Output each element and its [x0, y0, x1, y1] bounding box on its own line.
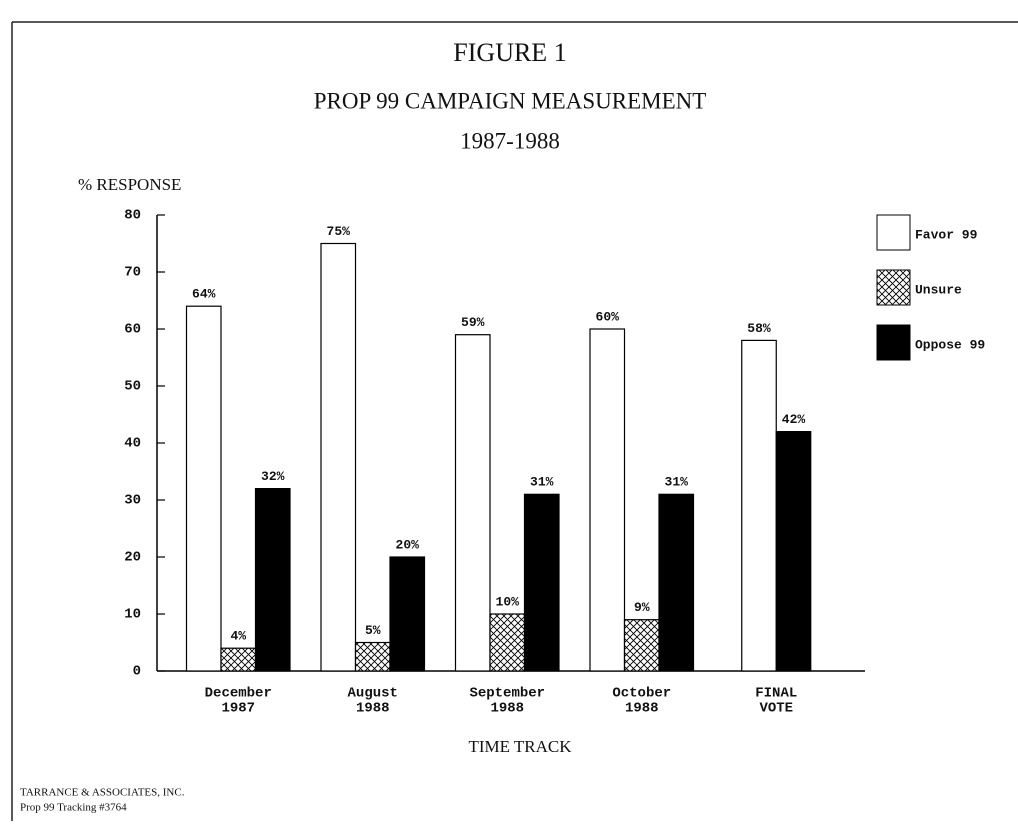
y-tick-label: 70 — [124, 265, 141, 281]
bar — [741, 339, 777, 672]
y-axis-label: % RESPONSE — [78, 175, 181, 194]
x-tick-label: December — [205, 686, 272, 702]
bar — [320, 242, 357, 672]
bar — [523, 493, 560, 672]
data-label: 10% — [496, 594, 520, 609]
data-label: 42% — [782, 412, 806, 427]
bar — [389, 556, 426, 672]
x-tick-label: August — [348, 686, 398, 702]
bar — [489, 613, 526, 672]
chart-title: FIGURE 1 — [453, 38, 566, 67]
y-tick-label: 50 — [124, 379, 141, 395]
y-tick-label: 80 — [124, 208, 141, 224]
bar — [185, 305, 222, 672]
data-label: 20% — [396, 537, 420, 552]
legend-swatch — [876, 269, 911, 306]
bar — [454, 334, 491, 672]
data-label: 5% — [365, 623, 381, 638]
bar — [354, 641, 391, 672]
legend-swatch — [876, 214, 911, 251]
y-tick-label: 10 — [124, 607, 141, 623]
x-axis-label: TIME TRACK — [468, 737, 572, 756]
data-label: 31% — [530, 475, 554, 490]
bar — [623, 619, 660, 672]
legend-swatch — [876, 324, 911, 361]
data-label: 59% — [461, 315, 485, 330]
y-tick-label: 60 — [124, 322, 141, 338]
bar — [254, 488, 291, 672]
x-tick-label: 1988 — [356, 701, 390, 717]
data-label: 75% — [327, 224, 351, 239]
bar — [658, 493, 695, 672]
x-tick-label: VOTE — [759, 701, 793, 717]
data-label: 64% — [192, 287, 216, 302]
x-tick-label: September — [469, 686, 545, 702]
legend-label: Oppose 99 — [915, 337, 985, 352]
x-tick-label: FINAL — [755, 686, 797, 702]
bar — [589, 328, 626, 672]
chart-subtitle: 1987-1988 — [460, 128, 560, 153]
x-tick-label: 1988 — [490, 701, 524, 717]
bar — [775, 431, 812, 672]
y-tick-label: 30 — [124, 493, 141, 509]
y-tick-label: 40 — [124, 436, 141, 452]
y-tick-label: 0 — [133, 664, 141, 680]
data-label: 9% — [634, 600, 650, 615]
y-tick-label: 20 — [124, 550, 141, 566]
data-label: 4% — [230, 629, 246, 644]
source-note: TARRANCE & ASSOCIATES, INC. — [20, 787, 185, 799]
source-note: Prop 99 Tracking #3764 — [20, 802, 127, 814]
chart-subtitle: PROP 99 CAMPAIGN MEASUREMENT — [314, 88, 707, 113]
x-tick-label: 1987 — [221, 701, 255, 717]
data-label: 31% — [665, 475, 689, 490]
legend-label: Favor 99 — [915, 227, 978, 242]
legend-label: Unsure — [915, 282, 962, 297]
data-label: 60% — [596, 309, 620, 324]
x-tick-label: 1988 — [625, 701, 659, 717]
data-label: 32% — [261, 469, 285, 484]
x-tick-label: October — [612, 686, 671, 702]
bar — [220, 647, 257, 672]
data-label: 58% — [747, 321, 771, 336]
